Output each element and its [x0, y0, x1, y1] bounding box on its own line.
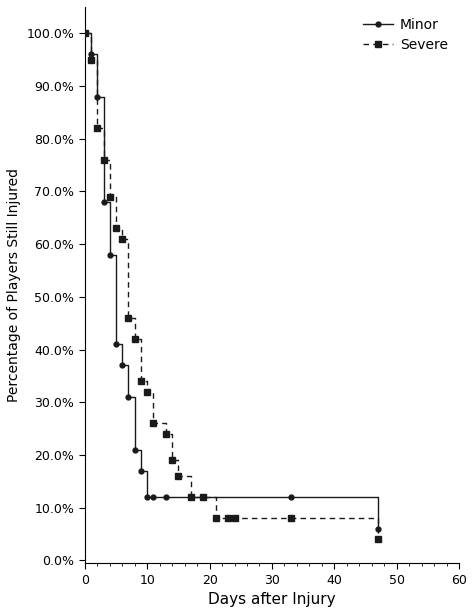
X-axis label: Days after Injury: Days after Injury — [208, 592, 336, 607]
Y-axis label: Percentage of Players Still Injured: Percentage of Players Still Injured — [7, 168, 21, 402]
Legend: Minor, Severe: Minor, Severe — [358, 14, 452, 56]
